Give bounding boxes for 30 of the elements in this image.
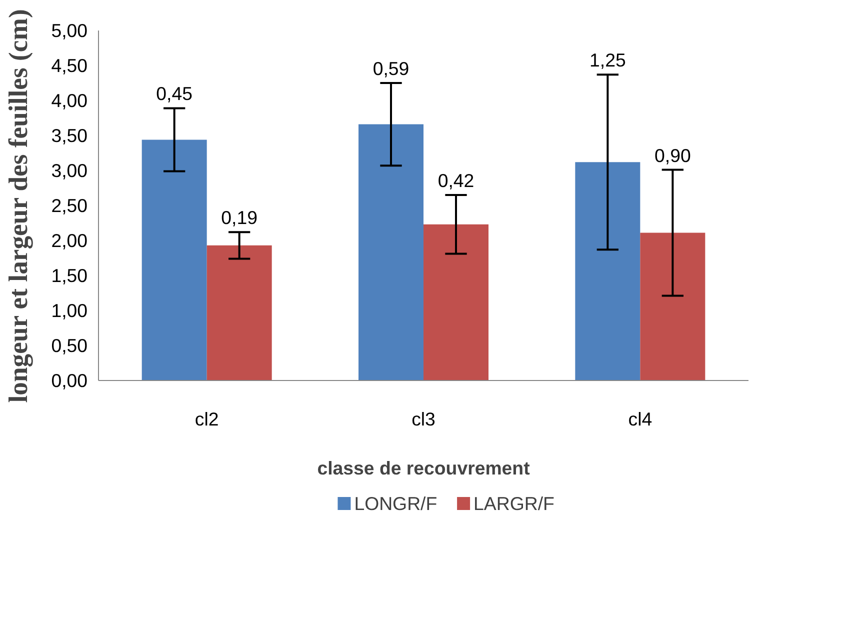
- bar: [575, 162, 640, 380]
- x-tick-label: cl3: [412, 408, 436, 430]
- y-tick-label: 2,00: [51, 230, 88, 251]
- annotation: 0,19: [221, 207, 258, 228]
- y-tick-label: 4,00: [51, 90, 88, 111]
- y-tick-label: 0,00: [51, 370, 88, 391]
- y-tick-label: 3,50: [51, 125, 88, 146]
- annotation: 0,42: [438, 170, 474, 191]
- bar: [424, 224, 488, 380]
- x-axis-title: classe de recouvrement: [317, 458, 530, 478]
- bar: [206, 245, 272, 380]
- annotation: 0,59: [372, 58, 410, 79]
- annotation: 0,45: [156, 83, 192, 104]
- legend-label: LARGR/F: [474, 493, 554, 514]
- bar: [142, 140, 207, 380]
- bar: [640, 232, 706, 380]
- y-tick-label: 2,50: [51, 195, 88, 216]
- y-tick-label: 5,00: [51, 20, 88, 41]
- y-tick-label: 1,50: [51, 265, 88, 286]
- y-tick-label: 0,50: [51, 335, 88, 356]
- y-tick-label: 1,00: [51, 300, 88, 321]
- y-axis-title: longeur et largeur des feuilles (cm): [3, 9, 34, 403]
- x-tick-label: cl2: [194, 408, 219, 430]
- y-tick-label: 4,50: [51, 55, 88, 76]
- x-tick-label: cl4: [628, 408, 652, 430]
- bar: [358, 124, 424, 380]
- annotation: 1,25: [590, 50, 626, 71]
- y-tick-label: 3,00: [51, 160, 88, 181]
- legend-label: LONGR/F: [354, 493, 438, 514]
- annotation: 0,90: [654, 144, 691, 166]
